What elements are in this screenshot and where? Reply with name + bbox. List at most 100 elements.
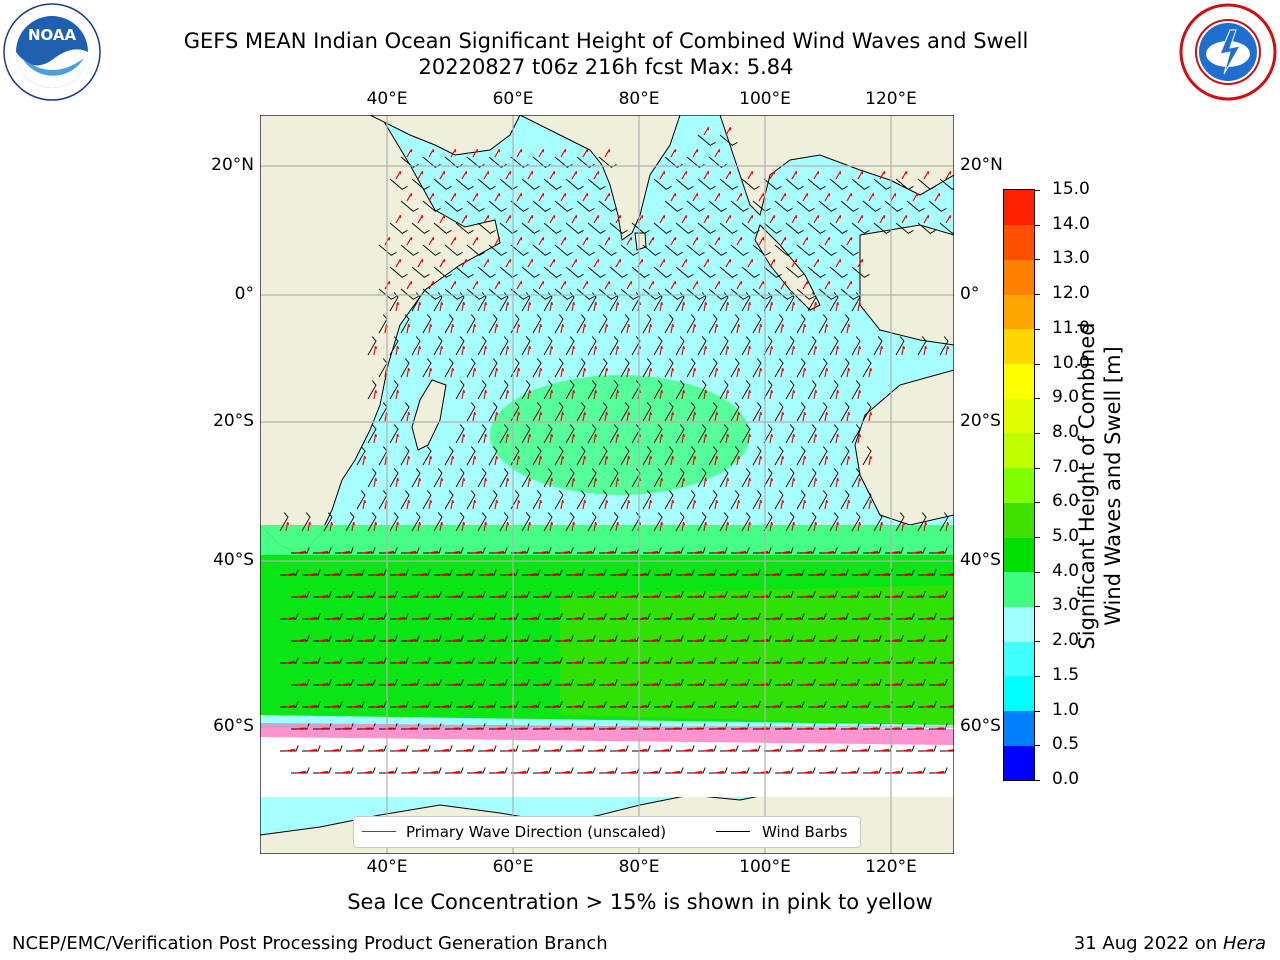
wind-barb — [698, 657, 717, 664]
wind-barb — [863, 635, 882, 642]
wind-barb — [488, 244, 507, 256]
wave-direction-arrow — [747, 301, 752, 312]
wave-direction-arrow — [450, 148, 457, 158]
wind-barb — [620, 288, 639, 300]
wind-barb — [565, 336, 575, 356]
wave-direction-arrow — [395, 433, 400, 444]
wave-direction-arrow — [736, 367, 741, 378]
wind-barb — [884, 200, 903, 212]
wave-direction-arrow — [593, 477, 598, 488]
wave-direction-arrow — [516, 148, 523, 158]
wave-direction-arrow — [461, 389, 466, 400]
wave-direction-arrow — [725, 616, 736, 620]
wave-direction-arrow — [494, 726, 505, 730]
wind-barb — [807, 266, 826, 278]
wave-direction-arrow — [791, 433, 796, 444]
wind-barb — [686, 156, 705, 168]
wave-direction-arrow — [538, 499, 543, 510]
wave-direction-arrow — [296, 726, 307, 730]
wave-direction-arrow — [461, 616, 472, 620]
wind-barb — [642, 358, 652, 378]
wind-barb — [731, 723, 750, 730]
wind-barb — [808, 657, 827, 664]
wave-direction-arrow — [835, 704, 846, 708]
wind-barb — [917, 222, 936, 234]
wind-barb — [587, 222, 606, 234]
wind-barb — [764, 657, 783, 664]
wind-barb — [841, 767, 860, 774]
wave-direction-arrow — [318, 594, 329, 598]
wind-and-wave-vectors — [279, 126, 954, 774]
wave-direction-arrow — [571, 521, 576, 532]
wave-direction-arrow — [725, 389, 730, 400]
wave-direction-arrow — [934, 594, 945, 598]
wind-barb — [511, 591, 530, 598]
wave-direction-arrow — [593, 572, 604, 576]
wave-direction-arrow — [582, 192, 589, 202]
wave-direction-arrow — [615, 389, 620, 400]
wave-direction-arrow — [813, 477, 818, 488]
wind-barb — [368, 613, 387, 620]
wind-barb — [830, 745, 849, 752]
wave-direction-arrow — [593, 345, 598, 356]
wave-direction-arrow — [912, 550, 923, 554]
wind-barb — [654, 569, 673, 576]
colorbar-tick-mark — [1034, 224, 1040, 226]
wind-barb — [544, 745, 563, 752]
wave-direction-arrow — [934, 770, 945, 774]
wind-barb — [456, 701, 475, 708]
wind-barb — [797, 591, 816, 598]
wave-direction-arrow — [571, 616, 582, 620]
colorbar-fill — [1004, 190, 1034, 781]
wave-direction-arrow — [879, 345, 884, 356]
wind-barb — [357, 723, 376, 730]
wave-direction-arrow — [527, 704, 538, 708]
wave-direction-arrow — [439, 301, 444, 312]
wave-direction-arrow — [461, 258, 468, 268]
wind-barb — [873, 222, 892, 234]
wind-barb — [851, 512, 861, 532]
wind-barb — [346, 745, 365, 752]
wind-barb — [533, 547, 552, 554]
wind-barb — [499, 292, 509, 312]
wave-direction-arrow — [835, 345, 840, 356]
wind-barb — [643, 679, 662, 686]
wind-barb — [291, 723, 310, 730]
wind-barb — [422, 490, 432, 510]
wind-barb — [808, 569, 827, 576]
wind-barb — [544, 569, 563, 576]
wind-barb — [830, 613, 849, 620]
wind-barb — [598, 402, 608, 422]
wind-barb — [730, 288, 749, 300]
wind-barb — [598, 200, 617, 212]
wave-direction-arrow — [648, 682, 659, 686]
wind-barb — [917, 336, 927, 356]
wave-direction-arrow — [846, 770, 857, 774]
wind-barb — [477, 468, 487, 488]
wind-barb — [785, 380, 795, 400]
wind-barb — [565, 380, 575, 400]
indonesia-landmass — [859, 224, 954, 346]
wind-barb — [555, 635, 574, 642]
wave-direction-arrow — [549, 616, 560, 620]
wave-direction-arrow — [516, 411, 521, 422]
wind-barb — [840, 288, 859, 300]
wave-direction-arrow — [912, 726, 923, 730]
map-panel — [259, 114, 955, 855]
wave-direction-arrow — [747, 572, 758, 576]
wave-direction-arrow — [769, 572, 780, 576]
wave-direction-arrow — [307, 748, 318, 752]
wave-direction-arrow — [604, 726, 615, 730]
wave-direction-arrow — [714, 455, 719, 466]
wave-direction-arrow — [813, 433, 818, 444]
wind-barb — [532, 200, 551, 212]
wave-direction-arrow — [439, 572, 450, 576]
wave-direction-arrow — [659, 258, 666, 268]
wave-direction-arrow — [296, 594, 307, 598]
wind-barb — [411, 336, 421, 356]
wave-direction-arrow — [307, 521, 312, 532]
wind-barb — [521, 336, 531, 356]
wave-direction-arrow — [835, 660, 846, 664]
wind-barb — [829, 424, 839, 444]
wave-direction-arrow — [582, 148, 589, 158]
